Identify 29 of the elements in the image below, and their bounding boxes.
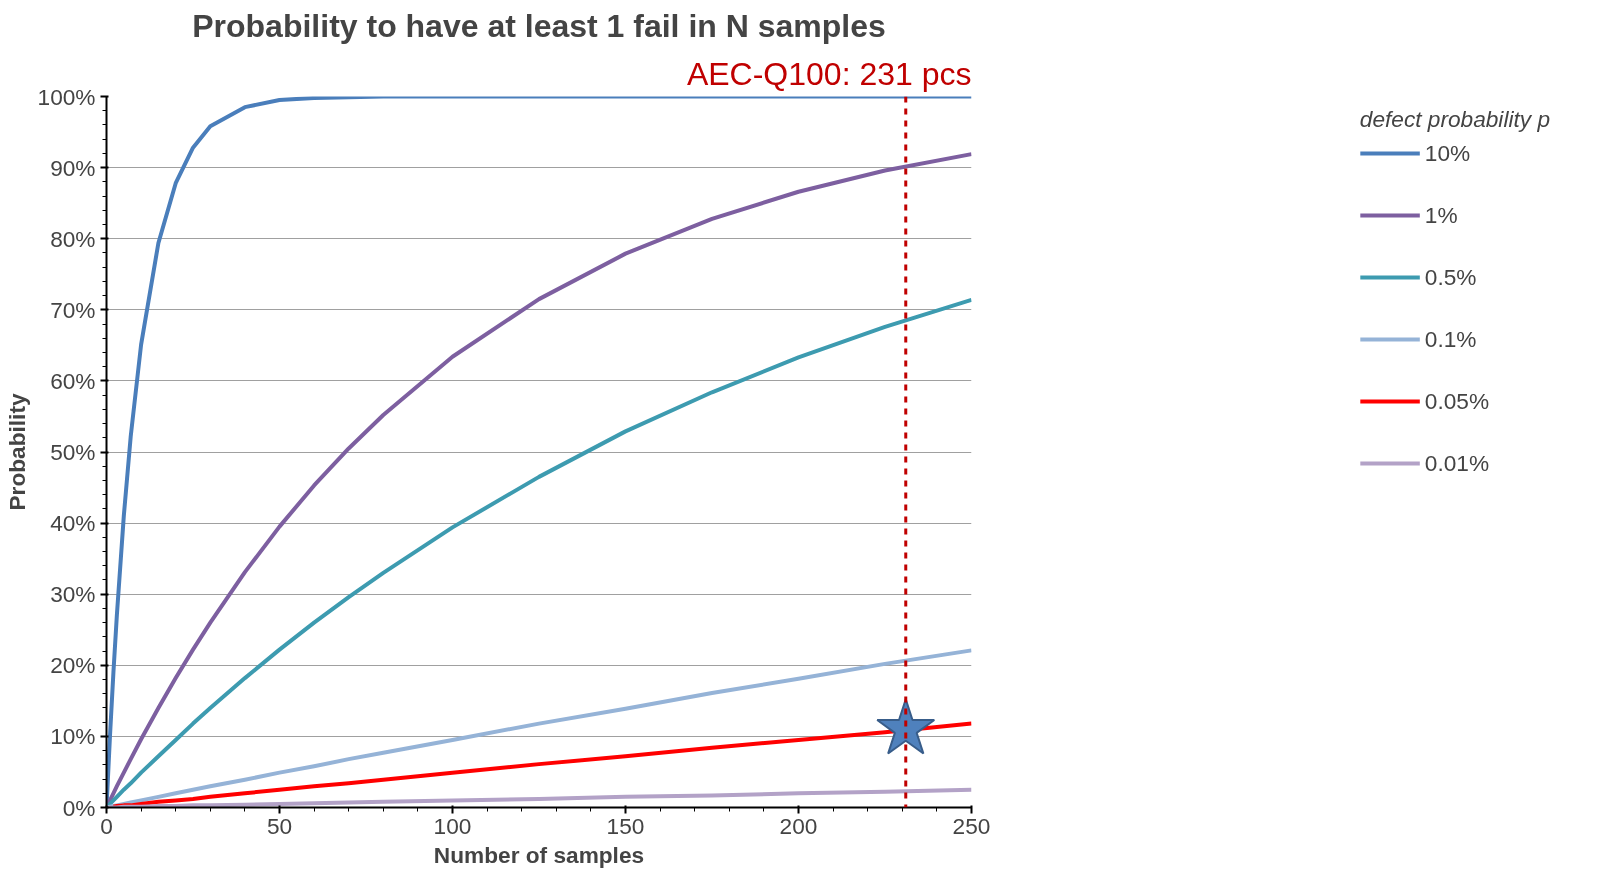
y-tick-label: 20%: [50, 652, 96, 679]
y-tick-label: 100%: [37, 83, 96, 110]
legend-label: 10%: [1424, 138, 1471, 168]
legend-label: 0.5%: [1424, 262, 1477, 292]
x-tick-label: 100: [433, 812, 472, 839]
legend-title: defect probability p: [1359, 106, 1550, 133]
x-tick-label: 50: [266, 812, 293, 839]
y-tick-label: 0%: [62, 794, 96, 821]
y-tick-label: 50%: [50, 439, 96, 465]
x-tick-label: 200: [779, 812, 818, 839]
y-tick-label: 60%: [50, 367, 96, 394]
legend-label: 0.05%: [1424, 386, 1490, 416]
y-tick-label: 30%: [50, 581, 96, 608]
x-tick-label: 150: [606, 812, 645, 839]
y-tick-label: 10%: [50, 723, 96, 750]
legend-label: 0.1%: [1424, 324, 1477, 354]
chart-title: Probability to have at least 1 fail in N samples: [192, 7, 886, 44]
ref-line-label: AEC-Q100: 231 pcs: [686, 55, 972, 92]
y-axis-title: Probability: [3, 393, 30, 511]
line-series: [111, 721, 972, 808]
y-tick-label: 70%: [50, 296, 96, 323]
y-tick-label: 80%: [50, 225, 96, 252]
y-tick-label: 90%: [50, 154, 96, 181]
y-tick-label: 40%: [50, 510, 96, 537]
x-axis-title: Number of samples: [433, 841, 645, 868]
x-tick-label: 0: [100, 812, 113, 839]
legend-label: 1%: [1424, 200, 1458, 230]
legend-label: 0.01%: [1424, 448, 1490, 478]
x-tick-label: 250: [952, 812, 991, 839]
